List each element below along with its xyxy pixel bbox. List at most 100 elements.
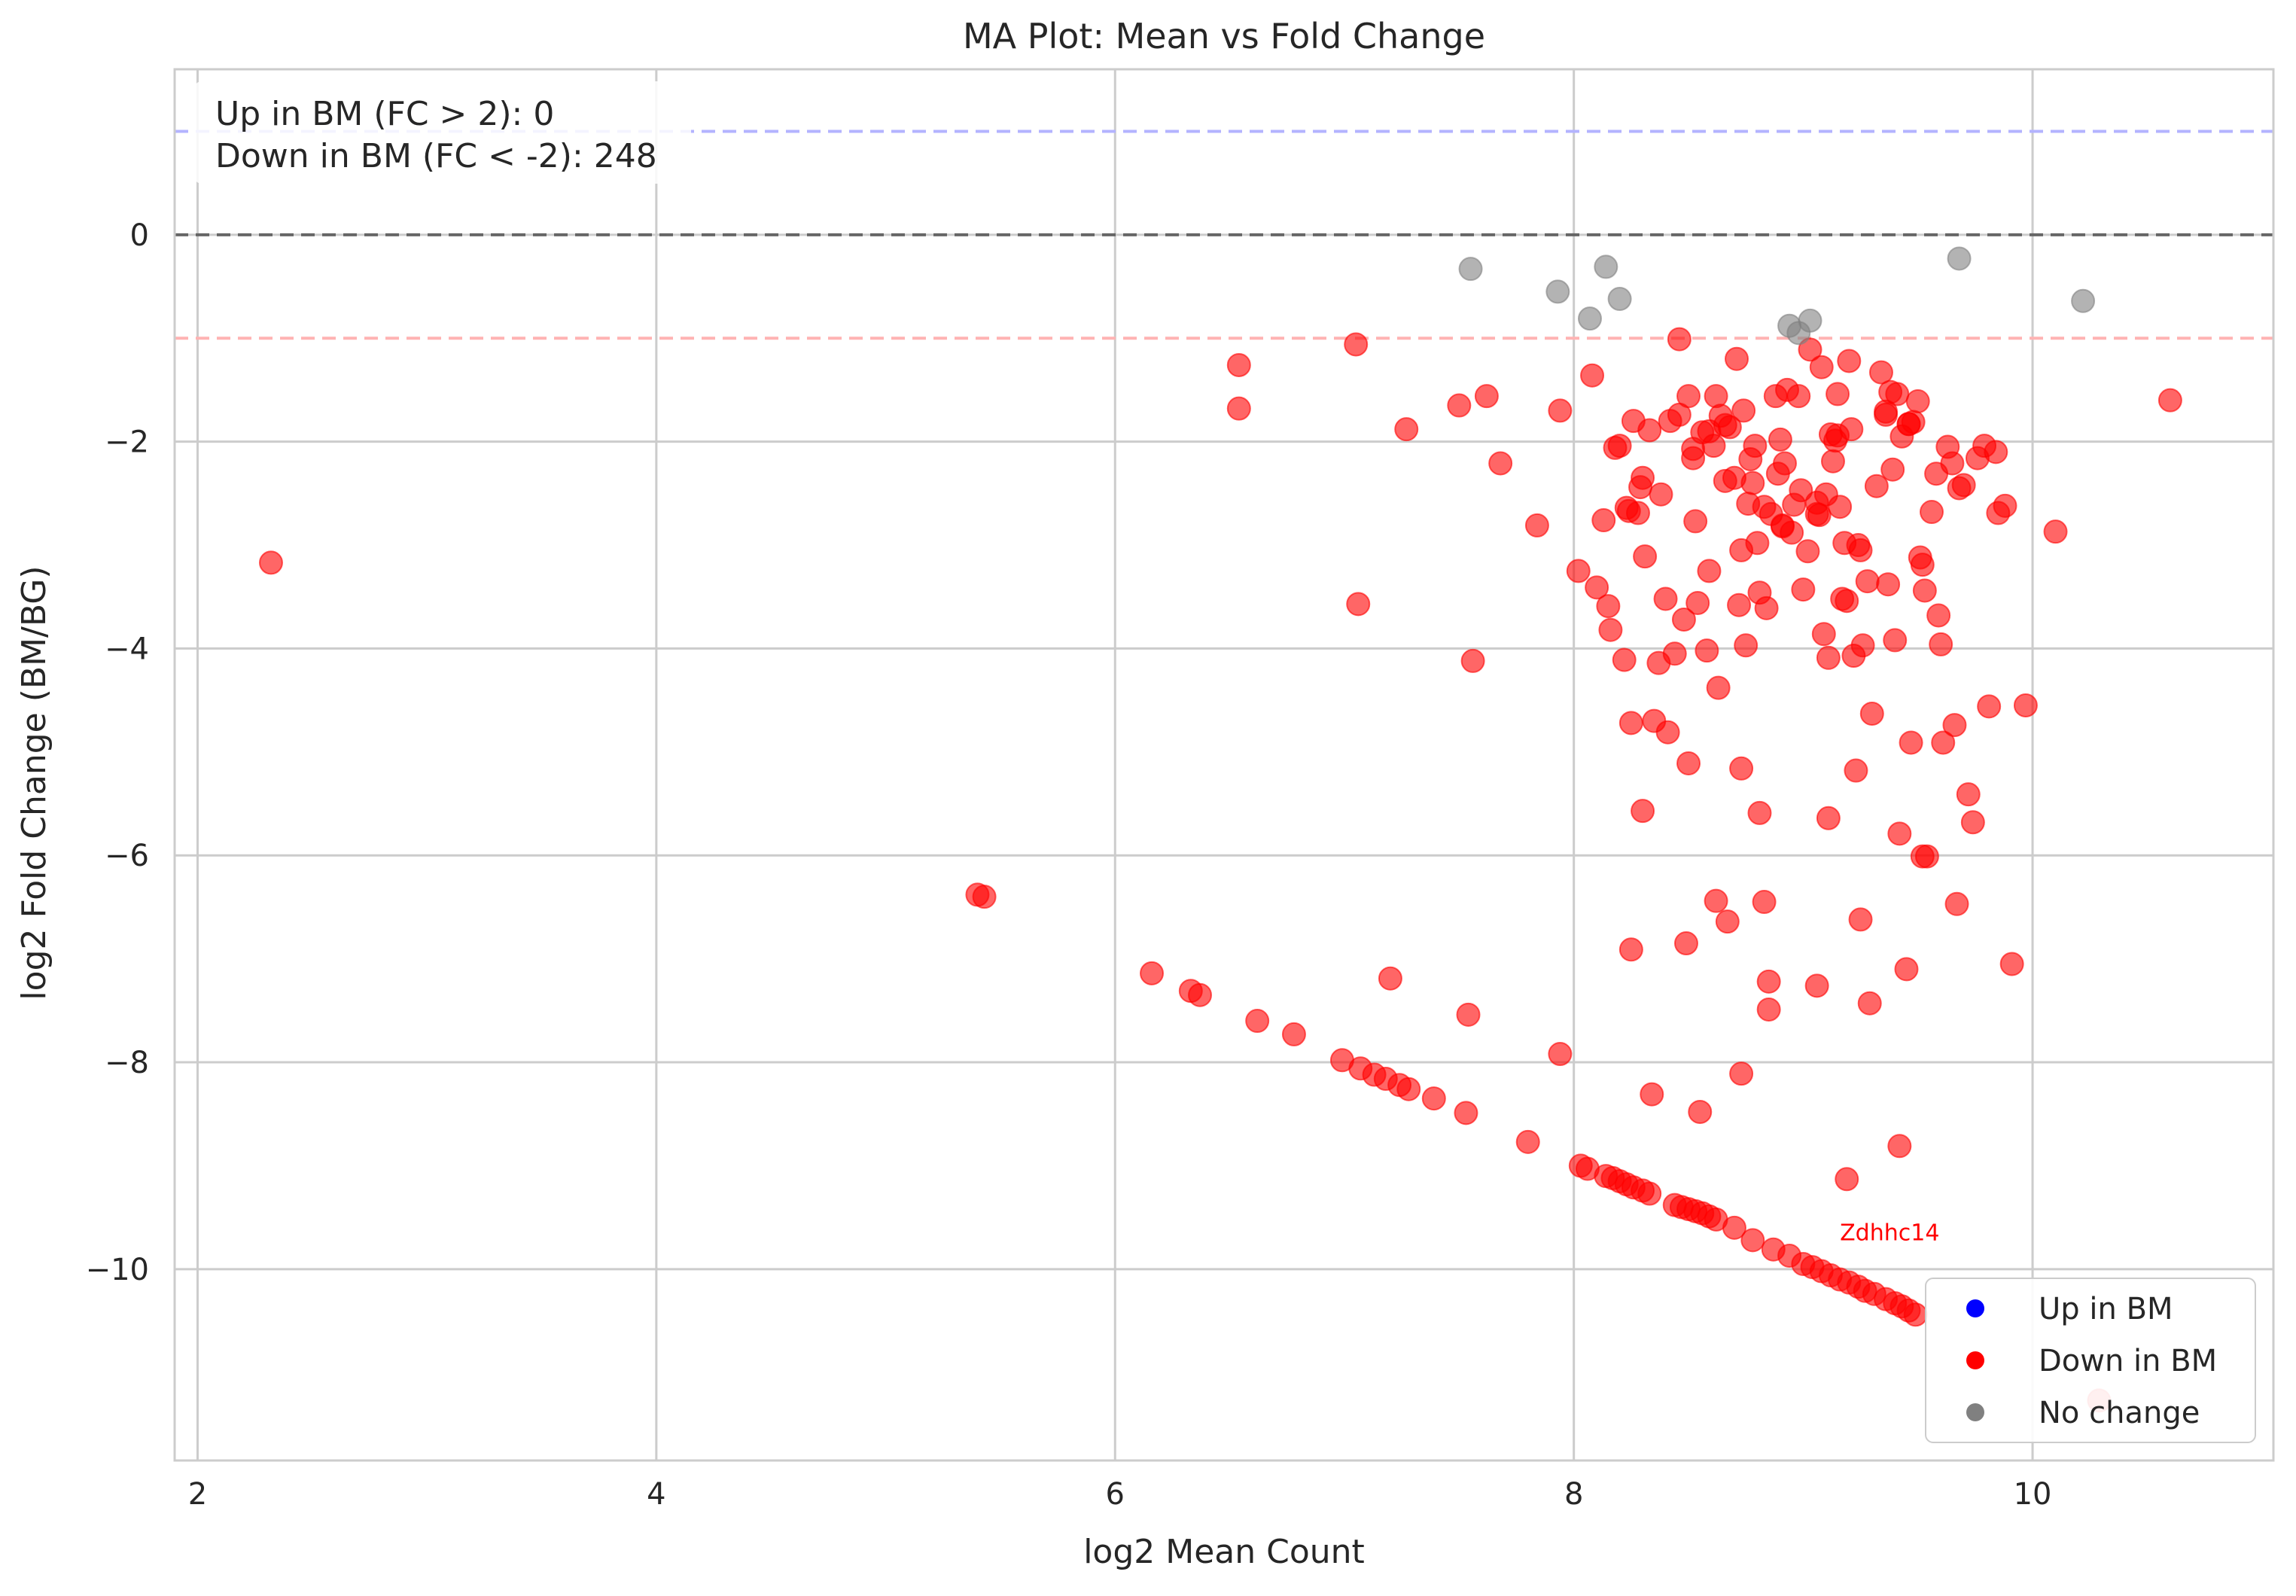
tick-labels: 2 4 6 8 10 0 −2 −4 −6 −8 −10 <box>86 218 2052 1512</box>
point-down-in-bm <box>1826 423 1850 448</box>
legend: Up in BM Down in BM No change <box>1925 1278 2256 1443</box>
x-tick-label: 6 <box>1106 1477 1125 1512</box>
point-down-in-bm <box>1864 474 1889 498</box>
grid-lines <box>175 69 2273 1460</box>
point-down-in-bm <box>1929 632 1953 656</box>
point-down-in-bm <box>1752 890 1777 915</box>
point-down-in-bm <box>1548 1042 1573 1067</box>
point-down-in-bm <box>1826 382 1850 407</box>
point-down-in-bm <box>1704 384 1728 409</box>
point-down-in-bm <box>1729 756 1754 781</box>
point-down-in-bm <box>1844 758 1868 783</box>
point-down-in-bm <box>1649 482 1673 507</box>
point-down-in-bm <box>1868 360 1893 385</box>
point-down-in-bm <box>1226 352 1251 377</box>
point-down-in-bm <box>1887 1134 1912 1159</box>
point-down-in-bm <box>1734 633 1759 658</box>
point-down-in-bm <box>1944 891 1969 916</box>
chart-title: MA Plot: Mean vs Fold Change <box>963 16 1485 56</box>
point-down-in-bm <box>1456 1002 1481 1027</box>
point-down-in-bm <box>1598 617 1623 642</box>
point-down-in-bm <box>1910 844 1935 869</box>
point-down-in-bm <box>2157 388 2182 413</box>
point-down-in-bm <box>1396 1077 1421 1101</box>
point-down-in-bm <box>1828 495 1853 519</box>
point-down-in-bm <box>1488 451 1513 476</box>
point-no-change <box>1577 306 1602 331</box>
legend-label-up: Up in BM <box>2039 1292 2173 1326</box>
point-down-in-bm <box>1612 647 1637 672</box>
point-down-in-bm <box>1697 559 1722 583</box>
x-tick-label: 4 <box>647 1477 665 1512</box>
point-down-in-bm <box>1855 569 1880 594</box>
point-down-in-bm <box>1798 337 1822 362</box>
point-down-in-bm <box>1804 973 1829 998</box>
point-no-change <box>1947 246 1972 271</box>
point-down-in-bm <box>1747 800 1772 825</box>
point-down-in-bm <box>1640 1082 1664 1107</box>
point-down-in-bm <box>1912 578 1937 603</box>
point-down-in-bm <box>1804 501 1829 526</box>
point-down-in-bm <box>1580 363 1605 388</box>
point-down-in-bm <box>1754 595 1779 620</box>
point-down-in-bm <box>1859 701 1884 726</box>
point-down-in-bm <box>1786 384 1811 409</box>
legend-box <box>1925 1278 2256 1443</box>
point-down-in-bm <box>1671 607 1696 632</box>
point-down-in-bm <box>1816 806 1841 830</box>
point-down-in-bm <box>1880 457 1905 482</box>
point-down-in-bm <box>1591 508 1616 533</box>
point-down-in-bm <box>1896 412 1921 437</box>
point-no-change <box>1545 279 1570 304</box>
point-down-in-bm <box>258 550 283 575</box>
point-down-in-bm <box>1596 594 1621 619</box>
point-down-in-bm <box>1454 1101 1478 1125</box>
point-down-in-bm <box>1977 694 2002 719</box>
y-tick-label: −6 <box>105 839 149 873</box>
point-down-in-bm <box>2013 693 2038 717</box>
point-down-in-bm <box>1951 473 1976 498</box>
y-tick-label: −8 <box>105 1046 149 1080</box>
point-down-in-bm <box>1770 513 1795 538</box>
point-no-change <box>1594 254 1618 279</box>
x-axis-title: log2 Mean Count <box>1083 1533 1365 1571</box>
point-down-in-bm <box>972 885 997 909</box>
point-down-in-bm <box>1616 498 1641 523</box>
point-down-in-bm <box>1791 577 1816 602</box>
point-down-in-bm <box>1835 589 1859 614</box>
point-no-change <box>1458 257 1483 282</box>
point-down-in-bm <box>1816 645 1841 670</box>
point-down-in-bm <box>1999 952 2024 976</box>
point-down-in-bm <box>1688 1099 1713 1124</box>
x-tick-label: 10 <box>2014 1477 2052 1512</box>
point-down-in-bm <box>1960 810 1985 835</box>
data-points <box>258 246 2182 1413</box>
point-down-in-bm <box>1653 586 1678 611</box>
point-down-in-bm <box>1756 997 1781 1022</box>
point-down-in-bm <box>1756 969 1781 994</box>
plot-frame <box>173 68 2275 1462</box>
point-down-in-bm <box>1628 475 1653 500</box>
point-down-in-bm <box>1704 888 1728 913</box>
point-down-in-bm <box>1727 592 1752 617</box>
point-down-in-bm <box>1905 389 1930 414</box>
point-no-change <box>1798 308 1822 333</box>
point-down-in-bm <box>1745 531 1770 556</box>
point-down-in-bm <box>2043 519 2068 544</box>
point-down-in-bm <box>1706 675 1731 700</box>
y-tick-label: −10 <box>86 1253 149 1287</box>
point-down-in-bm <box>1245 1009 1270 1034</box>
point-down-in-bm <box>1618 711 1643 736</box>
gene-label: Zdhhc14 <box>1840 1220 1939 1246</box>
annotation-down-count: Down in BM (FC < -2): 248 <box>215 137 657 175</box>
point-down-in-bm <box>1394 417 1419 442</box>
point-down-in-bm <box>1837 349 1862 373</box>
point-down-in-bm <box>1637 1181 1662 1206</box>
legend-marker-up <box>1966 1299 1984 1317</box>
point-down-in-bm <box>1993 493 2017 518</box>
point-down-in-bm <box>1811 622 1836 647</box>
point-down-in-bm <box>1789 478 1813 503</box>
point-down-in-bm <box>1607 434 1632 458</box>
